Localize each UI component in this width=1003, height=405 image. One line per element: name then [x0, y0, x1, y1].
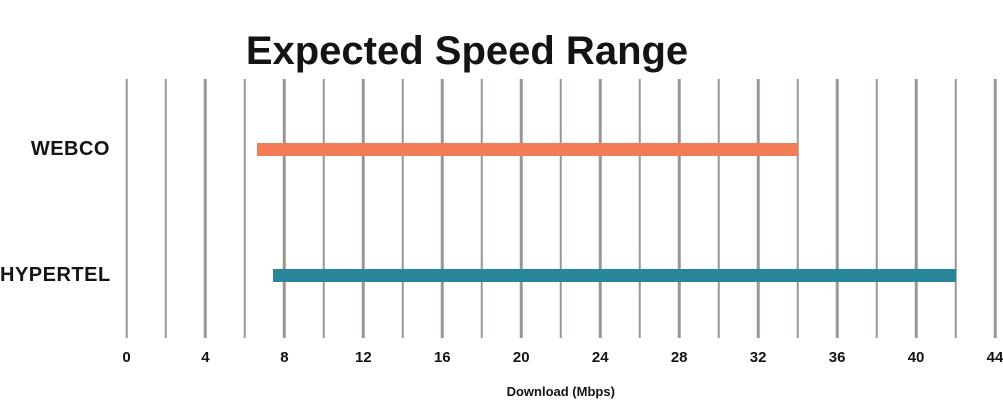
- x-tick-label: 36: [828, 349, 846, 366]
- gridline: [204, 79, 207, 338]
- x-tick-label: 32: [749, 349, 767, 366]
- gridline: [283, 79, 286, 338]
- range-bar-hypertel: [272, 268, 956, 282]
- gridline: [638, 79, 641, 338]
- x-tick-label: 4: [201, 349, 210, 366]
- category-label-hypertel: HYPERTEL: [0, 264, 111, 286]
- range-bar-webco: [256, 142, 798, 156]
- gridline: [717, 79, 720, 338]
- chart-title: Expected Speed Range: [245, 28, 689, 73]
- x-tick-label: 12: [355, 349, 372, 366]
- x-tick-label: 28: [670, 349, 688, 366]
- gridline: [401, 79, 405, 338]
- x-axis-title: Download (Mbps): [506, 384, 615, 399]
- gridline: [677, 79, 681, 338]
- gridline: [125, 79, 128, 338]
- x-tick-label: 40: [907, 349, 925, 366]
- gridline: [480, 79, 484, 338]
- gridline: [164, 79, 168, 338]
- gridline: [362, 79, 365, 338]
- x-tick-label: 16: [433, 349, 451, 366]
- gridline: [322, 79, 326, 338]
- x-tick-label: 20: [512, 349, 530, 366]
- x-tick-label: 8: [280, 349, 289, 366]
- category-label-webco: WEBCO: [30, 138, 110, 160]
- gridline: [520, 79, 523, 338]
- gridline: [835, 79, 839, 338]
- x-tick-label: 24: [591, 349, 609, 366]
- x-tick-label: 44: [986, 349, 1003, 366]
- gridline: [875, 79, 878, 338]
- gridline: [441, 79, 444, 338]
- gridline: [954, 79, 957, 338]
- gridline: [756, 79, 760, 338]
- gridline: [796, 79, 799, 338]
- gridline: [993, 79, 997, 338]
- gridline: [598, 79, 602, 338]
- gridline: [243, 79, 247, 338]
- gridline: [559, 79, 562, 338]
- gridline: [914, 79, 918, 338]
- x-tick-label: 0: [122, 349, 131, 366]
